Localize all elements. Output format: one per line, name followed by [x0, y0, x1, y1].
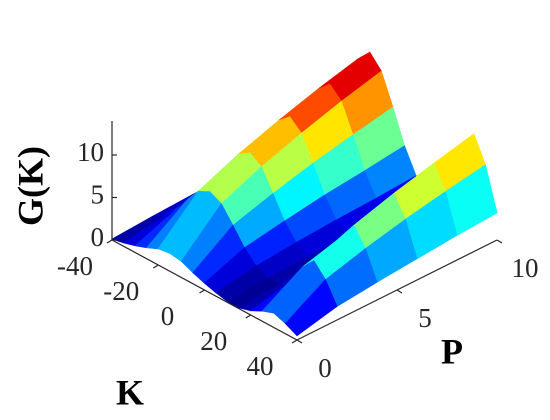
x-tick-label: -20	[103, 276, 139, 306]
z-axis-label: G(K)	[10, 146, 50, 226]
z-tick-label: 5	[91, 180, 105, 210]
x-tick-label: 20	[200, 326, 227, 356]
x-axis-label: K	[116, 372, 144, 412]
y-tick-label: 10	[512, 253, 539, 283]
y-tick	[496, 239, 503, 244]
x-tick	[106, 239, 113, 244]
y-axis-label: P	[441, 331, 463, 371]
y-tick	[396, 289, 403, 294]
y-tick	[296, 339, 303, 344]
z-tick-label: 0	[91, 222, 105, 252]
surface	[111, 51, 498, 337]
x-tick	[245, 314, 252, 319]
x-tick	[291, 339, 298, 344]
x-tick	[152, 264, 159, 269]
y-tick-label: 5	[418, 303, 432, 333]
x-tick-label: 40	[247, 351, 274, 381]
x-tick	[199, 289, 205, 294]
x-tick-label: 0	[161, 301, 175, 331]
surface-patch	[284, 279, 338, 337]
x-tick-label: -40	[57, 251, 93, 281]
axes: -40 -20 0 20 40 0 5 10 0 5 10	[57, 121, 539, 383]
z-tick-label: 10	[77, 137, 104, 167]
y-tick-label: 0	[318, 353, 332, 383]
